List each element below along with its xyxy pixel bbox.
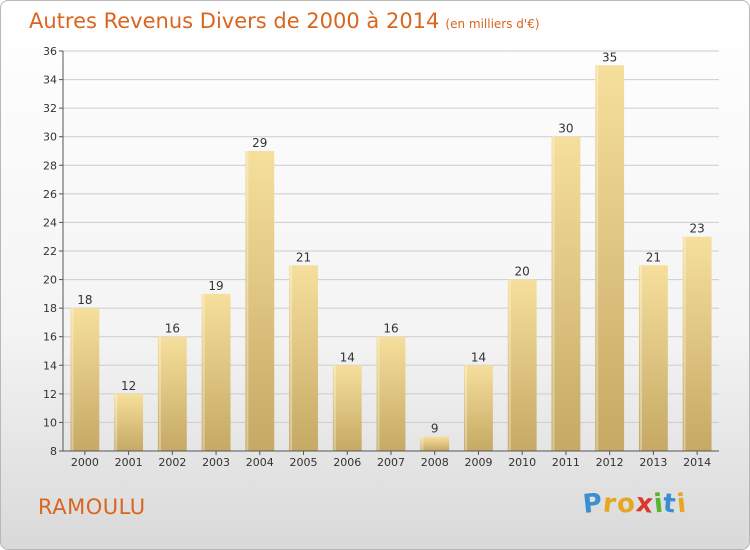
data-label: 19 xyxy=(208,279,223,293)
y-tick-label: 20 xyxy=(43,274,57,287)
bar xyxy=(638,265,668,451)
data-label: 14 xyxy=(340,350,355,364)
chart-subtitle: (en milliers d'€) xyxy=(445,17,540,31)
bar xyxy=(464,365,493,451)
y-tick-label: 10 xyxy=(43,416,57,429)
bar-highlight xyxy=(71,308,74,451)
bar xyxy=(289,265,318,451)
y-tick-label: 32 xyxy=(43,102,57,115)
bar xyxy=(245,151,275,451)
bar xyxy=(507,279,537,451)
bar-highlight xyxy=(465,365,468,451)
bars xyxy=(70,65,712,452)
title-text: Autres Revenus Divers de 2000 à 2014 xyxy=(29,9,440,33)
bar-highlight xyxy=(421,436,424,451)
chart-title: Autres Revenus Divers de 2000 à 2014 (en … xyxy=(29,9,540,33)
x-tick-label: 2004 xyxy=(246,456,274,469)
logo-letter: i xyxy=(675,488,689,520)
bar-highlight xyxy=(158,336,161,451)
data-label: 29 xyxy=(252,136,267,150)
x-tick-label: 2010 xyxy=(508,456,536,469)
x-tick-label: 2007 xyxy=(377,456,405,469)
x-tick-label: 2008 xyxy=(421,456,449,469)
x-tick-label: 2011 xyxy=(552,456,580,469)
y-tick-label: 12 xyxy=(43,388,57,401)
x-tick-label: 2001 xyxy=(115,456,143,469)
bar xyxy=(376,336,406,451)
data-label: 21 xyxy=(646,250,661,264)
x-tick-label: 2005 xyxy=(290,456,318,469)
bar-highlight xyxy=(115,393,118,451)
y-tick-label: 14 xyxy=(43,359,57,372)
bar xyxy=(114,393,144,451)
bar-highlight xyxy=(639,265,642,451)
bar-highlight xyxy=(333,365,336,451)
x-tick-label: 2002 xyxy=(158,456,186,469)
y-tick-label: 28 xyxy=(43,159,57,172)
bar-highlight xyxy=(508,279,511,451)
data-label: 16 xyxy=(165,322,180,336)
bar xyxy=(332,365,362,451)
y-tick-label: 24 xyxy=(43,216,57,229)
y-tick-label: 22 xyxy=(43,245,57,258)
data-label: 20 xyxy=(515,265,530,279)
x-tick-label: 2006 xyxy=(333,456,361,469)
bar-highlight xyxy=(552,136,555,451)
y-tick-label: 36 xyxy=(43,45,57,58)
x-tick-label: 2013 xyxy=(639,456,667,469)
y-tick-label: 34 xyxy=(43,74,57,87)
x-tick-label: 2014 xyxy=(683,456,711,469)
data-label: 21 xyxy=(296,250,311,264)
bar xyxy=(595,65,625,452)
data-label: 9 xyxy=(431,422,439,436)
bar xyxy=(420,436,450,451)
x-tick-label: 2000 xyxy=(71,456,99,469)
y-tick-label: 18 xyxy=(43,302,57,315)
data-labels: 18 12 16 19 29 21 14 16 9 14 20 30 35 21 23 xyxy=(77,50,705,435)
y-tick-label: 26 xyxy=(43,188,57,201)
proxiti-logo: Proxiti xyxy=(581,488,689,520)
data-label: 18 xyxy=(77,293,92,307)
data-label: 16 xyxy=(383,322,398,336)
bar-highlight xyxy=(596,65,599,452)
data-label: 35 xyxy=(602,50,617,64)
bar xyxy=(682,236,712,451)
bar xyxy=(201,293,231,451)
bar xyxy=(70,308,100,451)
y-tick-label: 16 xyxy=(43,331,57,344)
y-tick-label: 30 xyxy=(43,131,57,144)
x-tick-label: 2003 xyxy=(202,456,230,469)
bar xyxy=(551,136,581,451)
bar-highlight xyxy=(202,293,205,451)
data-label: 23 xyxy=(689,222,704,236)
bar-highlight xyxy=(290,265,293,451)
bar-highlight xyxy=(246,151,249,451)
commune-name: RAMOULU xyxy=(38,495,146,519)
data-label: 12 xyxy=(121,379,136,393)
data-label: 14 xyxy=(471,350,486,364)
x-tick-label: 2012 xyxy=(596,456,624,469)
bar xyxy=(157,336,187,451)
bar-highlight xyxy=(377,336,380,451)
data-label: 30 xyxy=(558,122,573,136)
axes: 8 10 12 14 16 18 20 22 24 26 28 30 32 34 36 2000 2001 200… xyxy=(43,45,719,469)
bar-highlight xyxy=(683,236,686,451)
x-tick-label: 2009 xyxy=(464,456,492,469)
y-tick-label: 8 xyxy=(50,445,57,458)
